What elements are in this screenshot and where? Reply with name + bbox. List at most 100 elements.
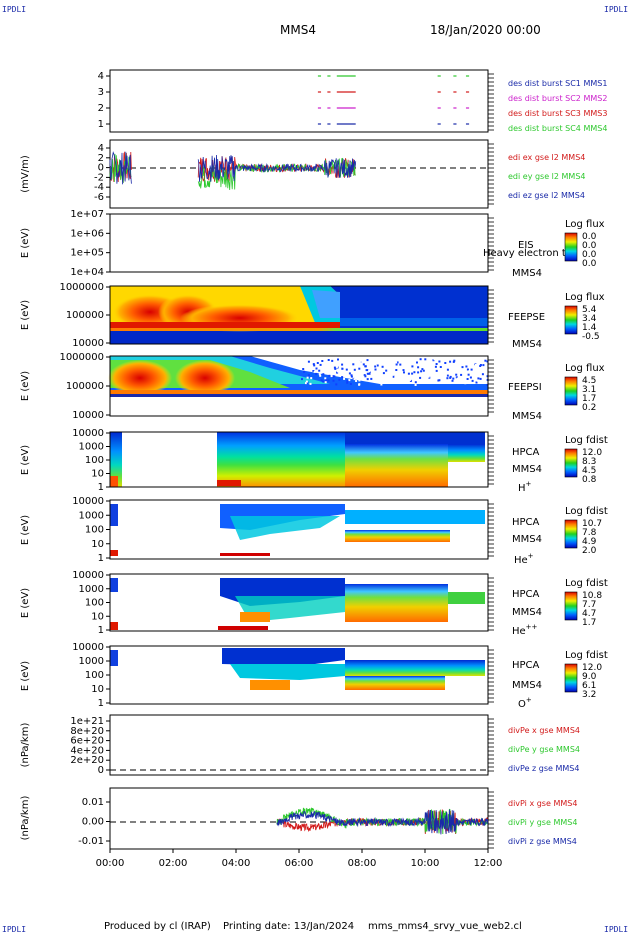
feepsi-noise-dot xyxy=(437,379,440,382)
colorbar xyxy=(564,305,578,335)
eis-ytick-label: 1e+06 xyxy=(70,228,104,239)
feepsi-noise-dot xyxy=(381,365,384,368)
feepsi-noise xyxy=(300,358,489,386)
feepsi-noise-dot xyxy=(343,377,346,380)
feepsi-noise-dot xyxy=(455,376,458,379)
feepsi-noise-dot xyxy=(469,376,472,379)
feepsi-noise-dot xyxy=(416,361,418,364)
colorbar-title: Log flux xyxy=(565,363,605,374)
feepsi-noise-dot xyxy=(324,360,327,363)
divpe-ytick-label: 8e+20 xyxy=(70,726,104,737)
divpi-panel-legend: divPi x gse MMS4 divPi y gse MMS4 divPi z … xyxy=(508,799,577,846)
feepsi-noise-dot xyxy=(444,362,447,364)
feepsi-noise-dot xyxy=(396,361,399,364)
hpca-he2-ylabel: E (eV) xyxy=(20,588,31,618)
colorbar xyxy=(564,232,578,262)
feepsi-noise-dot xyxy=(392,375,395,378)
feepsi-noise-dot xyxy=(376,380,379,383)
divpi-panel-yticks: 0.01 0.00 -0.01 xyxy=(78,797,110,847)
divpe-panel-legend: divPe x gse MMS4 divPe y gse MMS4 divPe z … xyxy=(508,726,580,773)
feepsi-noise-dot xyxy=(435,363,438,365)
time-tick-label: 06:00 xyxy=(285,858,314,869)
feepsi-noise-dot xyxy=(399,359,402,362)
feepsi-noise-dot xyxy=(399,363,402,366)
divpe-ylabel: (nPa/km) xyxy=(20,723,31,768)
feepsi-noise-dot xyxy=(477,377,480,380)
feepsi-noise-dot xyxy=(327,359,330,361)
feepsi-noise-dot xyxy=(420,370,423,373)
feepsi-noise-dot xyxy=(337,358,339,361)
feepsi-noise-dot xyxy=(357,376,360,379)
feepsi-noise-dot xyxy=(303,358,306,361)
colorbar-tick-label: 8.3 xyxy=(582,457,596,467)
time-axis: 00:00 02:00 04:00 06:00 08:00 10:00 12:00 xyxy=(96,849,502,869)
colorbar-tick-label: 0.8 xyxy=(582,475,597,485)
feepsi-noise-dot xyxy=(403,380,406,383)
feepsi-noise-dot xyxy=(455,370,458,373)
colorbar-tick-label: 0.0 xyxy=(582,232,597,242)
feepse-label: FEEPSE xyxy=(508,312,545,323)
edi-ytick-label: -6 xyxy=(94,192,104,203)
edi-legend-entry: edi ez gse l2 MMS4 xyxy=(508,191,585,200)
feepsi-noise-dot xyxy=(402,365,405,368)
feepsi-noise-dot xyxy=(417,366,420,369)
time-tick-label: 10:00 xyxy=(411,858,440,869)
feepsi-noise-dot xyxy=(446,368,449,371)
feepsi-noise-dot xyxy=(358,360,361,363)
feepsi-noise-dot xyxy=(395,369,398,371)
feepsi-noise-dot xyxy=(368,369,371,372)
feepsi-noise-dot xyxy=(385,369,388,372)
feepsi-noise-dot xyxy=(477,367,480,370)
colorbar-tick-label: 12.0 xyxy=(582,663,602,673)
feepsi-noise-dot xyxy=(457,359,460,361)
eis-panel-yticks: 1e+07 1e+06 1e+05 1e+04 xyxy=(70,209,110,278)
hpca-he-ytick-label: 1000 xyxy=(79,510,104,521)
feepsi-noise-dot xyxy=(395,361,398,364)
edi-legend-entry: edi ex gse l2 MMS4 xyxy=(508,153,585,162)
hpca-he2-panel-yticks: 10000 1000 100 10 1 xyxy=(72,570,110,636)
colorbar-title: Log fdist xyxy=(565,578,608,589)
feepsi-noise-dot xyxy=(305,380,308,383)
hpca-o-ytick-label: 100 xyxy=(85,670,104,681)
colorbar-tick-label: 4.5 xyxy=(582,466,596,476)
feepsi-noise-dot xyxy=(301,378,303,381)
divpe-legend-entry: divPe x gse MMS4 xyxy=(508,726,580,735)
feepsi-noise-dot xyxy=(453,359,456,362)
feepsi-noise-dot xyxy=(419,358,422,361)
feepsi-noise-dot xyxy=(330,375,333,378)
colorbar-tick-label: 0.0 xyxy=(582,250,597,260)
feepsi-noise-dot xyxy=(394,374,397,377)
feepsi-noise-dot xyxy=(419,376,422,379)
colorbar-tick-label: 3.1 xyxy=(582,385,596,395)
feepsi-noise-dot xyxy=(372,370,375,373)
divpi-ytick-label: 0.00 xyxy=(82,817,104,828)
feepsi-noise-dot xyxy=(456,377,459,380)
feepsi-ytick-label: 100000 xyxy=(66,381,104,392)
eis-overlay-text: Heavy electron to xyxy=(483,248,572,259)
feepsi-noise-dot xyxy=(341,363,344,366)
feepsi-noise-dot xyxy=(461,366,464,369)
feepsi-noise-dot xyxy=(467,373,470,376)
feepsi-noise-dot xyxy=(352,363,355,366)
feepsi-noise-dot xyxy=(401,358,404,361)
hpca-he-label: HPCA xyxy=(512,517,540,528)
feepsi-noise-dot xyxy=(438,369,441,372)
feepsi-noise-dot xyxy=(484,359,487,362)
feepsi-noise-dot xyxy=(386,372,389,375)
feepsi-noise-dot xyxy=(435,369,438,372)
hpca-he2-sublabel: MMS4 xyxy=(512,607,542,618)
feepsi-noise-dot xyxy=(422,369,425,372)
divpe-legend-entry: divPe y gse MMS4 xyxy=(508,745,580,754)
feepsi-noise-dot xyxy=(360,370,363,373)
feepsi-noise-dot xyxy=(333,375,336,378)
feepsi-noise-dot xyxy=(466,368,469,371)
colorbar-tick-label: 4.5 xyxy=(582,376,596,386)
feepsi-noise-dot xyxy=(353,378,356,381)
divpe-ytick-label: 0 xyxy=(98,765,104,776)
time-tick-label: 08:00 xyxy=(348,858,377,869)
colorbar xyxy=(564,591,578,621)
feepsi-noise-dot xyxy=(409,378,412,381)
feepse-ytick-label: 1000000 xyxy=(59,282,104,293)
feepsi-noise-dot xyxy=(366,378,369,381)
